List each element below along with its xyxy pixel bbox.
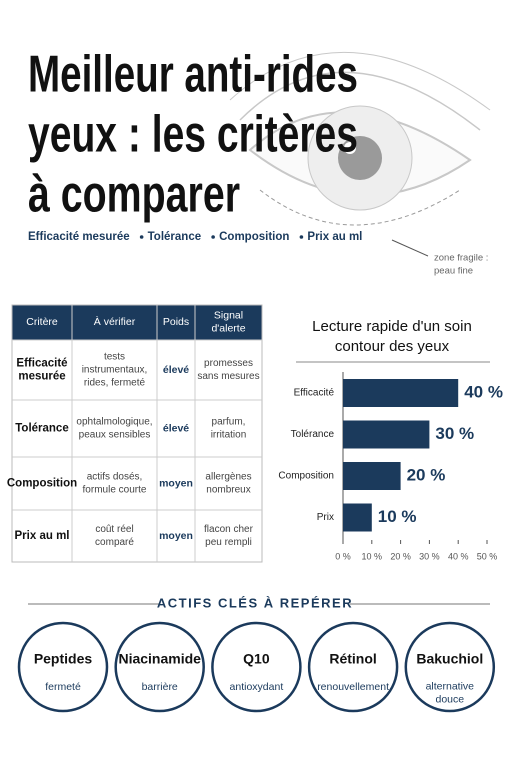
table-header: Critère [26, 316, 58, 328]
table-cell: instrumentaux, [82, 365, 148, 376]
category-label: Tolérance [291, 429, 335, 440]
keyword: Efficacité mesurée [28, 231, 130, 243]
table-cell: peu rempli [205, 537, 252, 548]
category-label: Efficacité [294, 388, 335, 399]
table-cell: coût réel [95, 524, 133, 535]
active-note: renouvellement [317, 681, 389, 693]
active-note: barrière [142, 681, 178, 693]
active-circle [114, 621, 205, 713]
x-tick-label: 40 % [448, 551, 469, 561]
keyword: Composition [219, 231, 289, 243]
bar [343, 420, 430, 449]
keyword: Tolérance [148, 231, 201, 243]
title-line: à comparer [28, 166, 240, 224]
active-circle [17, 621, 109, 713]
table-cell: nombreux [206, 485, 250, 496]
table-header: À vérifier [94, 315, 136, 328]
eye-illustration [229, 52, 491, 257]
x-tick-label: 0 % [335, 551, 351, 561]
table-cell: mesurée [18, 371, 65, 383]
x-tick-label: 30 % [419, 551, 440, 561]
table-cell: allergènes [205, 472, 251, 483]
active-name: Rétinol [329, 651, 376, 667]
bar [343, 462, 401, 490]
table-cell: moyen [159, 530, 193, 542]
table-cell: flacon cher [204, 524, 254, 535]
bar [343, 379, 459, 407]
x-tick-label: 20 % [390, 551, 411, 561]
table-cell: Tolérance [15, 423, 68, 435]
active-circle [211, 621, 302, 713]
table-cell: sans mesures [197, 371, 259, 382]
annotation: peau fine [434, 266, 473, 277]
table-cell: promesses [204, 358, 253, 369]
table-cell: Prix au ml [15, 530, 70, 542]
category-label: Composition [278, 471, 334, 482]
separator-dot [299, 235, 304, 239]
title-line: yeux : les critères [28, 106, 358, 164]
bar [343, 503, 372, 532]
table-border [11, 304, 263, 563]
table-cell: irritation [211, 430, 247, 441]
table-cell: formule courte [83, 485, 147, 496]
table-cell: élevé [163, 422, 189, 434]
active-name: Peptides [34, 651, 93, 667]
annotation: zone fragile : [434, 253, 488, 264]
table-cell: moyen [159, 477, 193, 489]
active-note: fermeté [45, 681, 81, 693]
separator-dot [211, 235, 215, 239]
category-label: Prix [317, 512, 334, 523]
separator-dot [139, 235, 144, 239]
table-header: d'alerte [211, 322, 245, 334]
table-header: Poids [163, 316, 189, 328]
table-header: Signal [214, 309, 243, 321]
table-cell: comparé [95, 537, 134, 548]
section-title: ACTIFS CLÉS À REPÉRER [157, 595, 353, 610]
table-cell: ophtalmologique, [76, 417, 152, 428]
active-name: Q10 [243, 651, 270, 667]
active-note: alternative [426, 680, 475, 692]
table-cell: Efficacité [16, 358, 67, 370]
active-name: Bakuchiol [416, 651, 483, 667]
active-note: antioxydant [230, 681, 284, 693]
active-note: douce [435, 693, 464, 705]
table-cell: tests [104, 352, 125, 363]
keyword: Prix au ml [307, 231, 362, 243]
active-name: Niacinamide [118, 651, 201, 667]
chart-title: Lecture rapide d'un soin [312, 318, 472, 335]
chart-title: contour des yeux [335, 338, 450, 355]
value-label: 40 % [464, 382, 503, 401]
value-label: 20 % [407, 465, 446, 484]
active-circle [307, 621, 399, 713]
value-label: 30 % [435, 424, 474, 443]
table-cell: élevé [163, 364, 189, 376]
table-cell: parfum, [212, 417, 246, 428]
table-cell: rides, fermeté [84, 378, 146, 389]
table-cell: peaux sensibles [79, 430, 151, 441]
table-cell: Composition [7, 478, 77, 490]
table-cell: actifs dosés, [87, 472, 143, 483]
x-tick-label: 50 % [477, 551, 498, 561]
table-header-bg [12, 305, 262, 340]
title-line: Meilleur anti-rides [28, 46, 358, 104]
x-tick-label: 10 % [362, 551, 383, 561]
value-label: 10 % [378, 507, 417, 526]
active-circle [404, 621, 496, 713]
